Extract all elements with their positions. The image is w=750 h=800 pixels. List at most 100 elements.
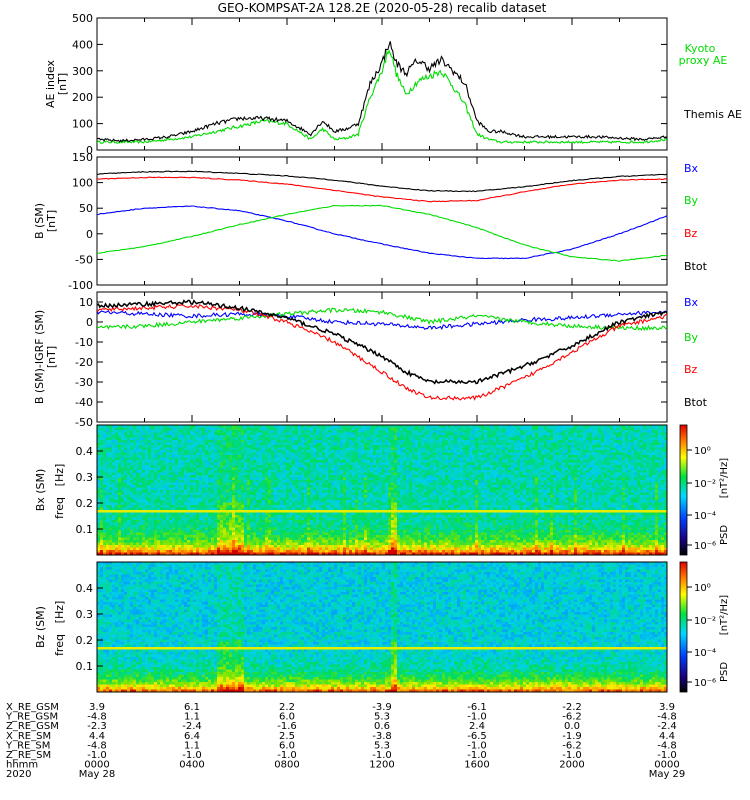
spectrogram-cell [361,540,365,543]
spectrogram-cell [367,425,371,428]
spectrogram-cell [103,535,107,538]
spectrogram-cell [196,495,200,498]
spectrogram-cell [370,552,374,556]
spectrogram-cell [232,512,236,516]
spectrogram-cell [364,427,368,431]
spectrogram-cell [199,467,203,471]
spectrogram-cell [241,457,245,461]
spectrogram-cell [238,470,242,473]
spectrogram-cell [274,527,278,531]
spectrogram-cell [103,480,107,483]
spectrogram-cell [154,477,158,481]
spectrogram-cell [148,442,152,446]
spectrogram-cell [265,507,269,511]
spectrogram-cell [232,447,236,451]
spectrogram-cell [115,542,119,546]
spectrogram-cell [205,517,209,521]
spectrogram-cell [325,457,329,461]
spectrogram-cell [301,485,305,488]
spectrogram-cell [256,495,260,498]
spectrogram-cell [373,500,377,503]
spectrogram-cell [340,525,344,528]
spectrogram-cell [184,552,188,556]
spectrogram-cell [133,480,137,483]
spectrogram-cell [124,437,128,441]
spectrogram-cell [289,492,293,496]
spectrogram-cell [325,535,329,538]
spectrogram-cell [346,452,350,456]
spectrogram-cell [232,465,236,468]
spectrogram-cell [169,495,173,498]
spectrogram-cell [274,477,278,481]
spectrogram-cell [280,495,284,498]
spectrogram-cell [133,510,137,513]
spectrogram-cell [262,460,266,463]
spectrogram-cell [367,487,371,491]
spectrogram-cell [340,507,344,511]
spectrogram-cell [358,447,362,451]
spectrogram-cell [331,515,335,518]
spectrogram-cell [247,515,251,518]
spectrogram-cell [370,467,374,471]
spectrogram-cell [304,495,308,498]
spectrogram-cell [307,442,311,446]
spectrogram-cell [172,450,176,453]
spectrogram-cell [277,487,281,491]
spectrogram-cell [202,462,206,466]
spectrogram-cell [244,477,248,481]
spectrogram-cell [130,450,134,453]
spectrogram-cell [295,500,299,503]
spectrogram-cell [208,435,212,438]
spectrogram-cell [271,472,275,476]
spectrogram-cell [106,442,110,446]
spectrogram-cell [373,517,377,521]
spectrogram-cell [169,442,173,446]
spectrogram-cell [139,515,143,518]
spectrogram-cell [97,470,101,473]
spectrogram-cell [142,492,146,496]
spectrogram-cell [211,447,215,451]
spectrogram-cell [115,545,119,548]
spectrogram-cell [211,455,215,458]
spectrogram-cell [205,515,209,518]
spectrogram-cell [271,552,275,556]
spectrogram-cell [247,545,251,548]
spectrogram-cell [109,485,113,488]
spectrogram-cell [346,510,350,513]
spectrogram-cell [316,505,320,508]
spectrogram-cell [247,430,251,433]
spectrogram-cell [169,522,173,526]
spectrogram-cell [205,447,209,451]
spectrogram-cell [232,437,236,441]
spectrogram-cell [316,465,320,468]
spectrogram-cell [367,470,371,473]
spectrogram-cell [328,550,332,553]
spectrogram-cell [133,455,137,458]
spectrogram-cell [142,487,146,491]
spectrogram-cell [226,515,230,518]
spectrogram-cell [190,505,194,508]
spectrogram-cell [103,430,107,433]
spectrogram-cell [115,492,119,496]
y-tick-label: -50 [75,253,93,266]
spectrogram-cell [289,505,293,508]
spectrogram-cell [211,445,215,448]
spectrogram-cell [121,507,125,511]
spectrogram-cell [133,490,137,493]
spectrogram-cell [148,487,152,491]
spectrogram-cell [328,427,332,431]
spectrogram-cell [367,467,371,471]
spectrogram-cell [181,505,185,508]
spectrogram-cell [175,437,179,441]
spectrogram-cell [340,425,344,428]
spectrogram-cell [289,540,293,543]
spectrogram-cell [223,512,227,516]
spectrogram-cell [247,425,251,428]
spectrogram-cell [352,445,356,448]
spectrogram-cell [136,540,140,543]
spectrogram-cell [286,522,290,526]
spectrogram-cell [292,527,296,531]
spectrogram-cell [172,435,176,438]
spectrogram-cell [202,552,206,556]
spectrogram-cell [277,460,281,463]
